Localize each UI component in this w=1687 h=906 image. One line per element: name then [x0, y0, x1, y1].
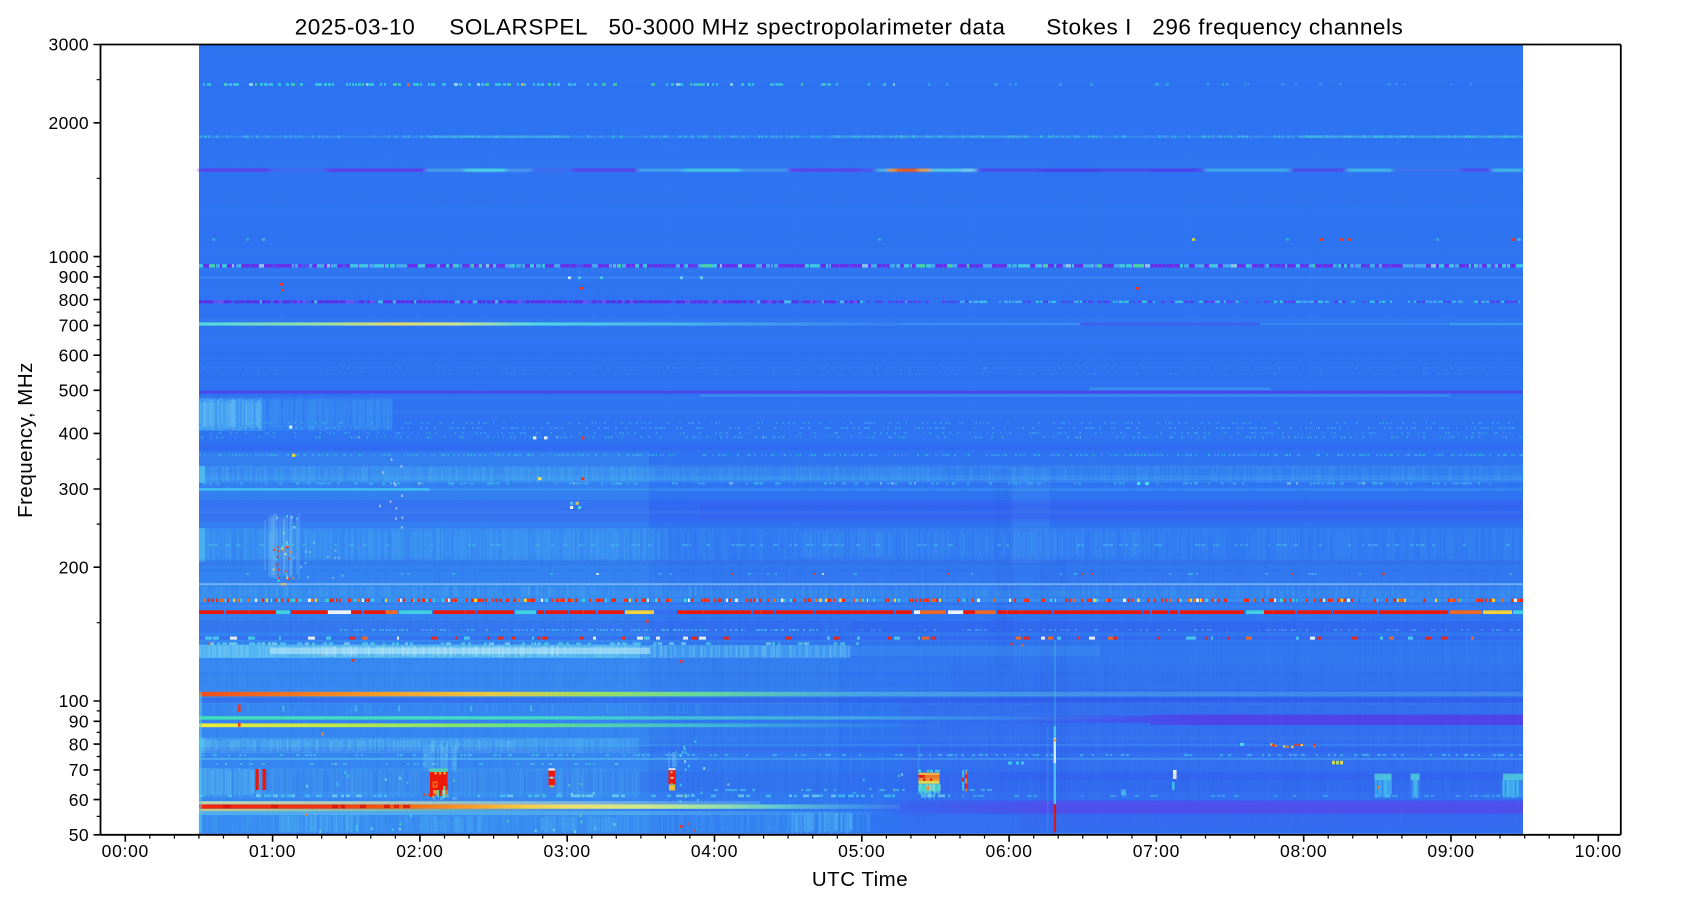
svg-text:300: 300 [59, 479, 89, 499]
svg-text:80: 80 [69, 734, 89, 754]
svg-text:00:00: 00:00 [102, 841, 149, 861]
svg-text:100: 100 [59, 691, 89, 711]
svg-text:1000: 1000 [48, 247, 89, 267]
svg-text:90: 90 [69, 712, 89, 732]
svg-text:3000: 3000 [48, 35, 89, 55]
svg-text:06:00: 06:00 [985, 841, 1032, 861]
svg-text:500: 500 [59, 381, 89, 401]
svg-text:2025-03-10 SOLARSPEL 50-: 2025-03-10 SOLARSPEL 50-3000 MHz spectro… [295, 15, 1404, 40]
svg-text:10:00: 10:00 [1575, 841, 1622, 861]
svg-text:UTC Time: UTC Time [812, 868, 908, 891]
svg-text:05:00: 05:00 [838, 841, 885, 861]
svg-text:60: 60 [69, 790, 89, 810]
svg-text:400: 400 [59, 424, 89, 444]
svg-text:50: 50 [69, 825, 89, 845]
svg-text:04:00: 04:00 [691, 841, 738, 861]
svg-text:01:00: 01:00 [249, 841, 296, 861]
svg-text:08:00: 08:00 [1280, 841, 1327, 861]
svg-text:02:00: 02:00 [396, 841, 443, 861]
svg-text:800: 800 [59, 290, 89, 310]
svg-text:09:00: 09:00 [1427, 841, 1474, 861]
svg-text:900: 900 [59, 267, 89, 287]
svg-text:07:00: 07:00 [1133, 841, 1180, 861]
svg-text:600: 600 [59, 345, 89, 365]
svg-text:70: 70 [69, 760, 89, 780]
svg-text:03:00: 03:00 [544, 841, 591, 861]
svg-text:2000: 2000 [48, 113, 89, 133]
svg-text:700: 700 [59, 316, 89, 336]
svg-text:200: 200 [59, 557, 89, 577]
svg-text:Frequency, MHz: Frequency, MHz [14, 362, 37, 518]
